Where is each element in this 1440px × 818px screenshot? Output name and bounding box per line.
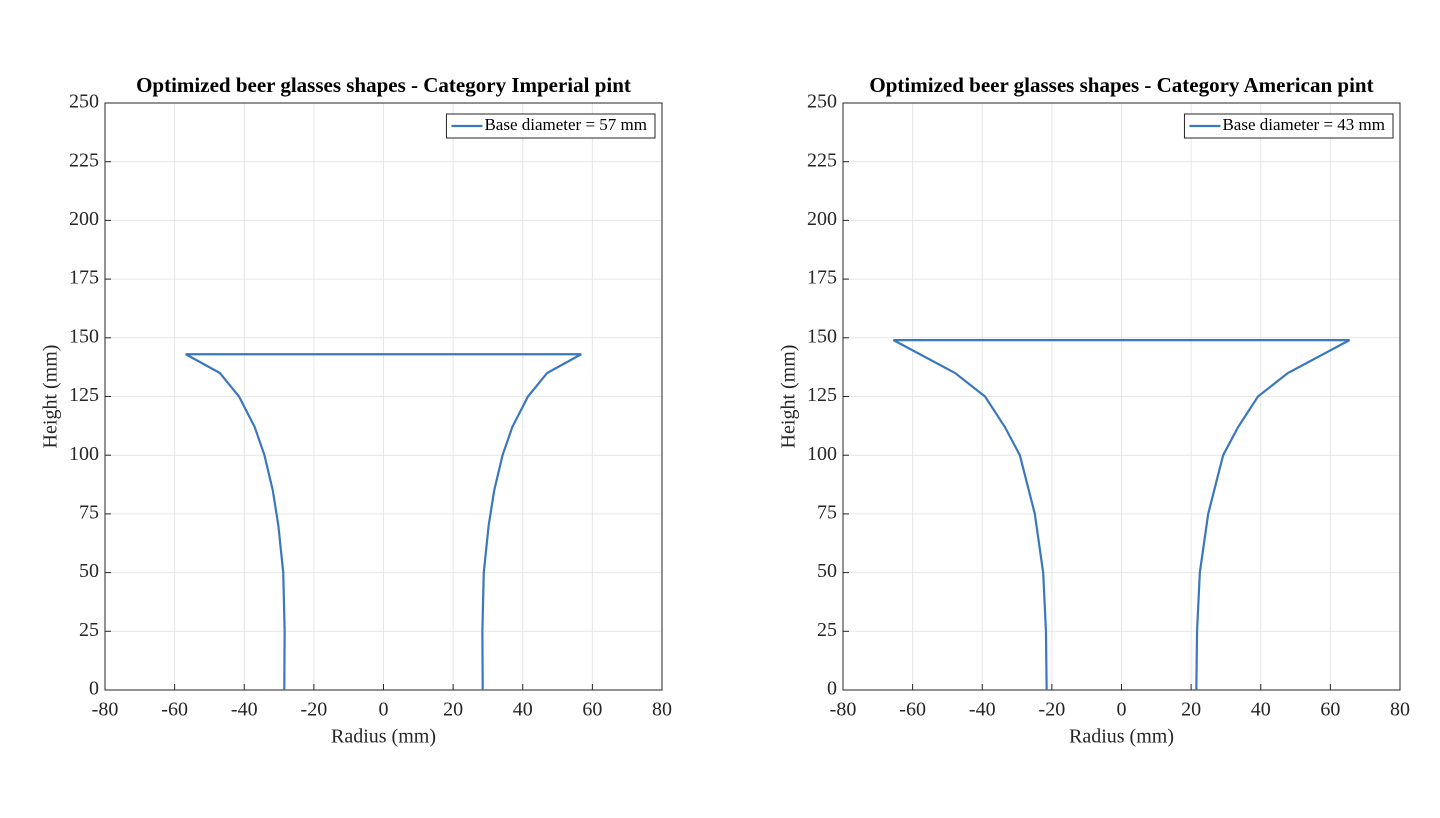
x-tick-label: 40 <box>513 699 533 721</box>
y-tick-label: 225 <box>69 149 99 171</box>
x-tick-label: 80 <box>652 699 672 721</box>
y-tick-label: 50 <box>817 560 837 582</box>
y-tick-label: 0 <box>827 678 837 700</box>
x-tick-label: 0 <box>379 699 389 721</box>
data-line <box>892 339 1351 691</box>
y-axis-label: Height (mm) <box>40 345 62 449</box>
x-tick-label: 80 <box>1390 699 1410 721</box>
x-axis-label: Radius (mm) <box>1069 726 1174 748</box>
axes: -80 -60 -40 -20 0 20 40 60 80 0 25 50 75 100 125 150 175… <box>69 91 672 721</box>
x-tick-label: -40 <box>969 699 996 721</box>
x-tick-label: -20 <box>301 699 328 721</box>
axes-frame <box>104 102 663 691</box>
x-tick-label: 60 <box>582 699 602 721</box>
y-tick-label: 250 <box>69 91 99 113</box>
y-tick-label: 200 <box>807 208 837 230</box>
y-tick-label: 25 <box>817 619 837 641</box>
x-tick-label: 20 <box>1181 699 1201 721</box>
x-tick-label: 20 <box>443 699 463 721</box>
y-tick-label: 100 <box>69 443 99 465</box>
y-tick-label: 125 <box>807 384 837 406</box>
x-tick-label: -80 <box>92 699 119 721</box>
y-tick-label: 175 <box>69 267 99 289</box>
y-tick-label: 175 <box>807 267 837 289</box>
y-tick-label: 0 <box>89 678 99 700</box>
y-axis-label: Height (mm) <box>778 345 800 449</box>
chart-title: Optimized beer glasses shapes - Category… <box>136 73 631 97</box>
y-tick-label: 50 <box>79 560 99 582</box>
x-tick-label: -60 <box>899 699 926 721</box>
x-axis-label: Radius (mm) <box>331 726 436 748</box>
legend: Base diameter = 43 mm <box>1183 113 1394 139</box>
x-tick-label: 0 <box>1117 699 1127 721</box>
chart-title: Optimized beer glasses shapes - Category… <box>869 73 1373 97</box>
legend-label: Base diameter = 57 mm <box>484 115 647 134</box>
y-tick-label: 100 <box>807 443 837 465</box>
y-tick-label: 75 <box>79 501 99 523</box>
y-tick-label: 200 <box>69 208 99 230</box>
legend-label: Base diameter = 43 mm <box>1222 115 1385 134</box>
y-tick-label: 150 <box>69 325 99 347</box>
y-tick-label: 25 <box>79 619 99 641</box>
x-tick-label: -40 <box>231 699 258 721</box>
legend: Base diameter = 57 mm <box>445 113 656 139</box>
x-tick-label: 40 <box>1251 699 1271 721</box>
data-line <box>185 353 582 691</box>
y-tick-label: 150 <box>807 325 837 347</box>
axes-frame <box>842 102 1401 691</box>
x-tick-label: 60 <box>1320 699 1340 721</box>
x-tick-label: -60 <box>161 699 188 721</box>
y-tick-label: 75 <box>817 501 837 523</box>
y-tick-label: 125 <box>69 384 99 406</box>
y-tick-label: 225 <box>807 149 837 171</box>
y-tick-label: 250 <box>807 91 837 113</box>
axes: -80 -60 -40 -20 0 20 40 60 80 0 25 50 75 100 125 150 175… <box>807 91 1410 721</box>
x-tick-label: -80 <box>830 699 857 721</box>
x-tick-label: -20 <box>1039 699 1066 721</box>
